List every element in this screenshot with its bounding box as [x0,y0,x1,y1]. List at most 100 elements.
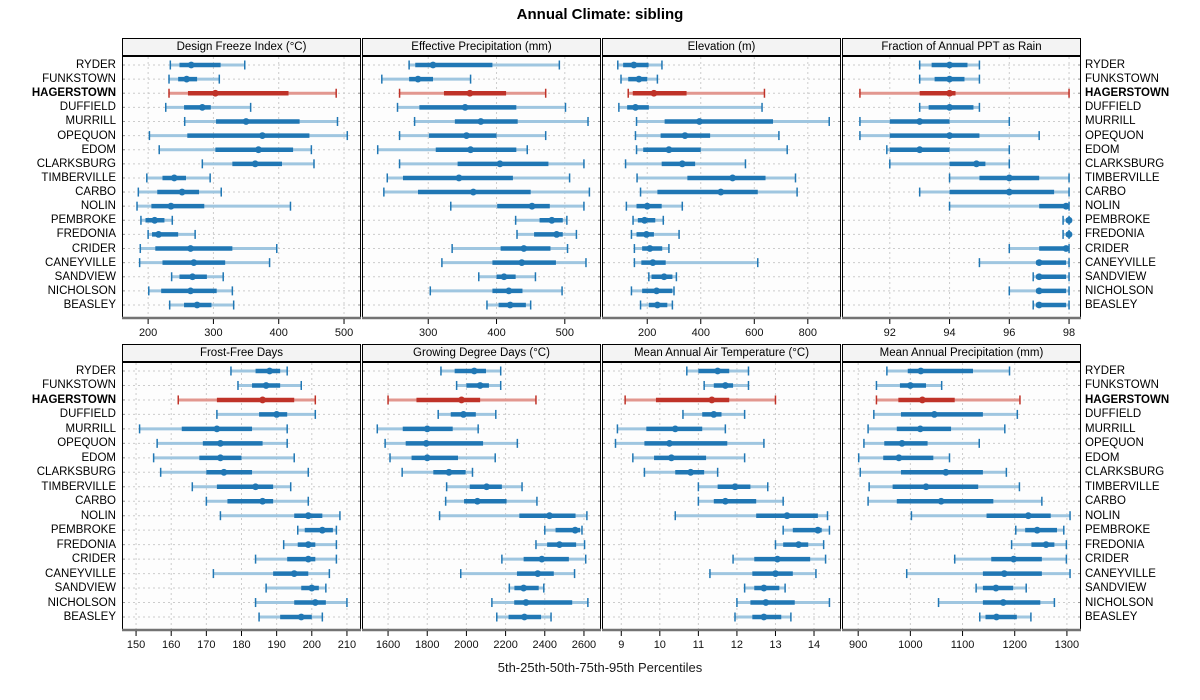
station-label-crider: CRIDER [71,553,116,566]
station-label-ryder: RYDER [75,365,116,377]
station-label-nolin: NOLIN [80,509,116,522]
station-label-caneyville: CANEYVILLE [45,256,116,269]
svg-text:9: 9 [618,639,624,651]
svg-text:210: 210 [338,639,356,651]
svg-text:1200: 1200 [1002,639,1026,651]
svg-text:200: 200 [638,327,656,339]
svg-text:150: 150 [127,639,145,651]
interval-edom [635,145,788,155]
station-label-timberville: TIMBERVILLE [41,171,116,184]
interval-funkstown [875,380,943,390]
interval-timberville [191,482,292,492]
interval-pembroke [632,215,665,225]
interval-murrill [138,424,288,434]
station-label-nicholson: NICHOLSON [47,596,116,609]
interval-edom [389,453,496,463]
station-label-edom: EDOM [81,451,117,464]
interval-timberville [636,173,797,183]
station-label-clarksburg: CLARKSBURG [1085,157,1165,170]
interval-caneyville [441,258,587,268]
interval-nolin [674,511,829,521]
station-label-funkstown: FUNKSTOWN [1085,379,1159,392]
station-label-opequon: OPEQUON [57,129,116,142]
interval-carbo [383,187,591,197]
station-label-timberville: TIMBERVILLE [1085,171,1160,184]
svg-text:600: 600 [745,327,763,339]
interval-funkstown [620,74,659,84]
station-label-funkstown: FUNKSTOWN [1085,73,1159,86]
interval-crider [451,244,569,254]
interval-caneyville [633,258,759,268]
interval-crider [501,554,587,564]
interval-beasley [486,300,532,310]
station-label-duffield: DUFFIELD [1085,408,1142,421]
interval-timberville [445,482,523,492]
percentiles-caption: 5th-25th-50th-75th-95th Percentiles [497,660,703,675]
panel-effective-precipitation: Effective Precipitation (mm) 300 400 500 [362,38,601,342]
interval-beasley [258,612,324,622]
plot-frost-free-days: 150 160 170 180 190 200 210 [122,362,361,651]
interval-ryder [408,60,561,70]
interval-sandview [478,272,537,282]
station-label-hagerstown: HAGERSTOWN [1085,87,1170,100]
station-label-nicholson: NICHOLSON [1085,284,1154,297]
interval-pembroke [514,215,568,225]
station-label-pembroke: PEMBROKE [50,214,116,227]
station-label-ryder: RYDER [75,59,116,71]
svg-text:10: 10 [654,639,666,651]
interval-opequon [859,131,1040,141]
svg-text:500: 500 [556,327,574,339]
station-label-opequon: OPEQUON [1085,437,1144,450]
interval-hagerstown [859,88,1070,98]
interval-funkstown [455,380,502,390]
interval-beasley [168,300,235,310]
station-label-carbo: CARBO [75,495,116,508]
interval-nolin [910,511,1071,521]
station-label-nicholson: NICHOLSON [1085,596,1154,609]
station-label-murrill: MURRILL [1085,422,1136,435]
interval-nicholson [1008,286,1070,296]
station-label-opequon: OPEQUON [1085,129,1144,142]
interval-opequon [384,438,519,448]
interval-carbo [137,187,223,197]
svg-text:200: 200 [303,639,321,651]
panel-design-freeze-index: Design Freeze Index (°C) 200 300 400 500 [122,38,361,342]
panel-growing-degree-days: Growing Degree Days (°C) 1600 1800 2000 220… [362,344,601,654]
svg-text:2000: 2000 [454,639,478,651]
interval-murrill [413,116,589,126]
plot-elevation: 200 400 600 800 [602,56,841,339]
interval-fredonia [516,229,578,239]
svg-text:1000: 1000 [898,639,922,651]
interval-edom [857,453,951,463]
interval-clarksburg [159,467,310,477]
interval-pembroke [782,525,831,535]
interval-edom [632,453,746,463]
interval-caneyville [138,258,271,268]
interval-crider [139,244,278,254]
interval-murrill [183,116,339,126]
svg-text:92: 92 [884,327,896,339]
station-label-opequon: OPEQUON [57,437,116,450]
interval-funkstown [918,74,981,84]
interval-fredonia [282,540,338,550]
svg-text:2600: 2600 [572,639,596,651]
interval-carbo [867,496,1043,506]
svg-text:400: 400 [692,327,710,339]
interval-clarksburg [201,159,315,169]
plot-effective-precipitation: 300 400 500 [362,56,601,339]
panel-elevation: Elevation (m) 200 400 600 800 [602,38,841,342]
interval-hagerstown [398,88,547,98]
interval-clarksburg [398,159,585,169]
station-label-caneyville: CANEYVILLE [1085,256,1156,269]
interval-caneyville [709,569,817,579]
svg-text:12: 12 [731,639,743,651]
station-label-ryder: RYDER [1085,365,1126,377]
interval-duffield [618,102,763,112]
interval-funkstown [168,74,221,84]
station-label-clarksburg: CLARKSBURG [36,466,116,479]
interval-ryder [230,366,288,376]
panel-strip-design-freeze-index: Design Freeze Index (°C) [122,38,361,56]
interval-opequon [614,438,765,448]
svg-text:180: 180 [232,639,250,651]
interval-carbo [918,187,1070,197]
